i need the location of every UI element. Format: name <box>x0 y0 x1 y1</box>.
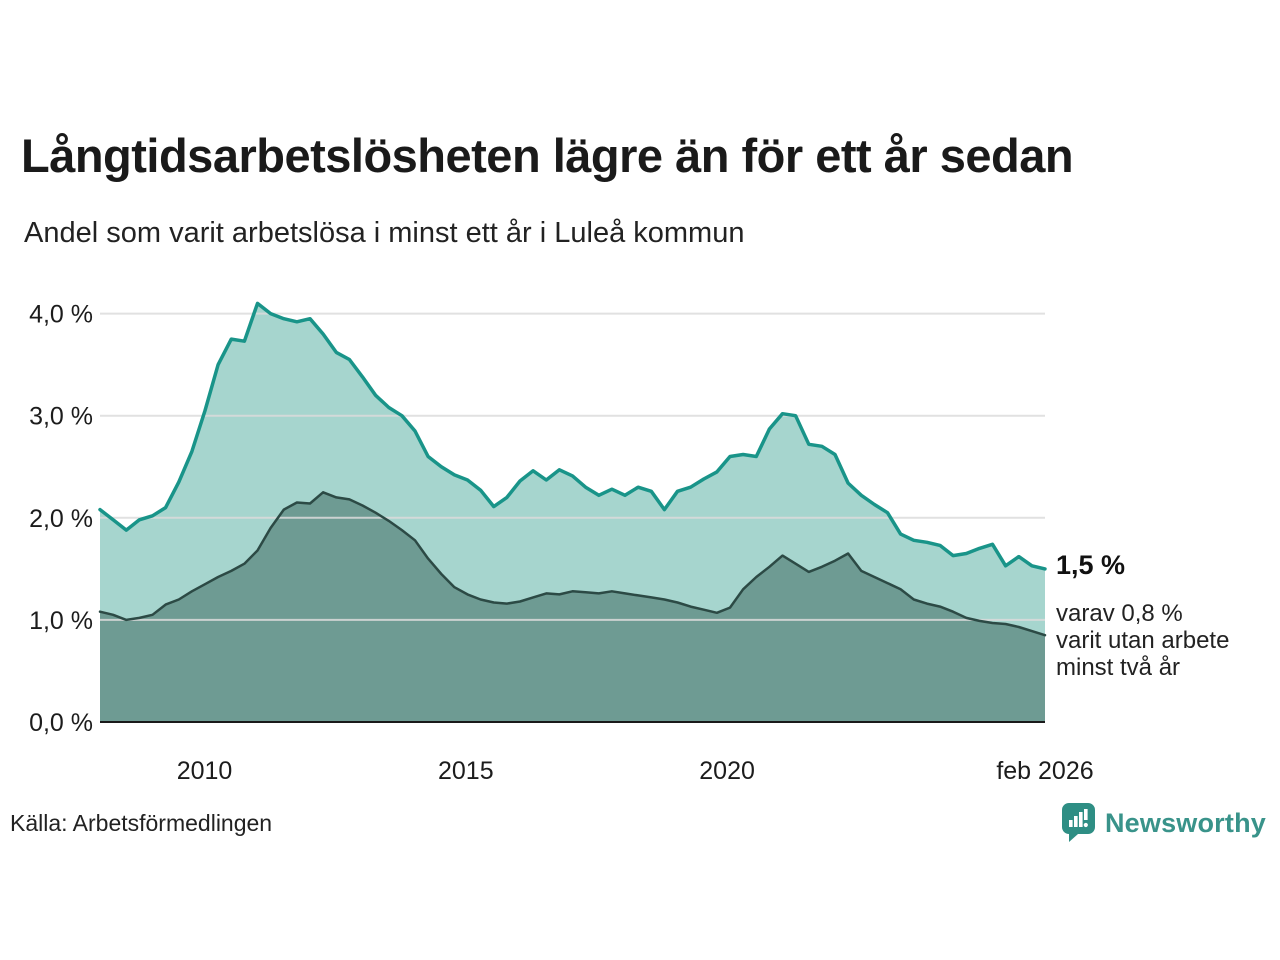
series-line-long-term <box>98 301 1047 571</box>
logo-bar-1 <box>1068 820 1073 827</box>
y-axis-tick-label: 1,0 % <box>29 607 93 635</box>
series-area-two-years <box>100 492 1045 722</box>
y-axis-tick-label: 2,0 % <box>29 505 93 533</box>
x-axis-tick-label: 2010 <box>177 757 233 785</box>
x-axis-tick-label: 2020 <box>699 757 755 785</box>
brand-lockup: Newsworthy <box>1061 803 1266 843</box>
logo-bar-2 <box>1073 816 1078 827</box>
chart-title: Långtidsarbetslösheten lägre än för ett … <box>21 129 1074 182</box>
chart-subtitle: Andel som varit arbetslösa i minst ett å… <box>24 217 745 249</box>
x-axis-tick-label: feb 2026 <box>996 757 1093 785</box>
logo-exclamation-dot <box>1083 822 1088 828</box>
logo-bar-3 <box>1078 812 1083 827</box>
series-line-two-years <box>98 491 1047 637</box>
newsworthy-logo-icon <box>1061 803 1095 842</box>
latest-value-detail: varav 0,8 % varit utan arbete minst två … <box>1056 600 1230 682</box>
y-axis-tick-label: 3,0 % <box>29 403 93 431</box>
brand-name: Newsworthy <box>1104 807 1266 838</box>
y-axis-tick-label: 4,0 % <box>29 301 93 329</box>
logo-exclamation-stem <box>1083 809 1088 820</box>
source-note: Källa: Arbetsförmedlingen <box>10 810 273 836</box>
x-axis-tick-label: 2015 <box>438 757 494 785</box>
logo-bubble <box>1061 803 1095 842</box>
latest-value-label: 1,5 % <box>1056 550 1126 580</box>
y-axis-tick-label: 0,0 % <box>29 709 93 737</box>
